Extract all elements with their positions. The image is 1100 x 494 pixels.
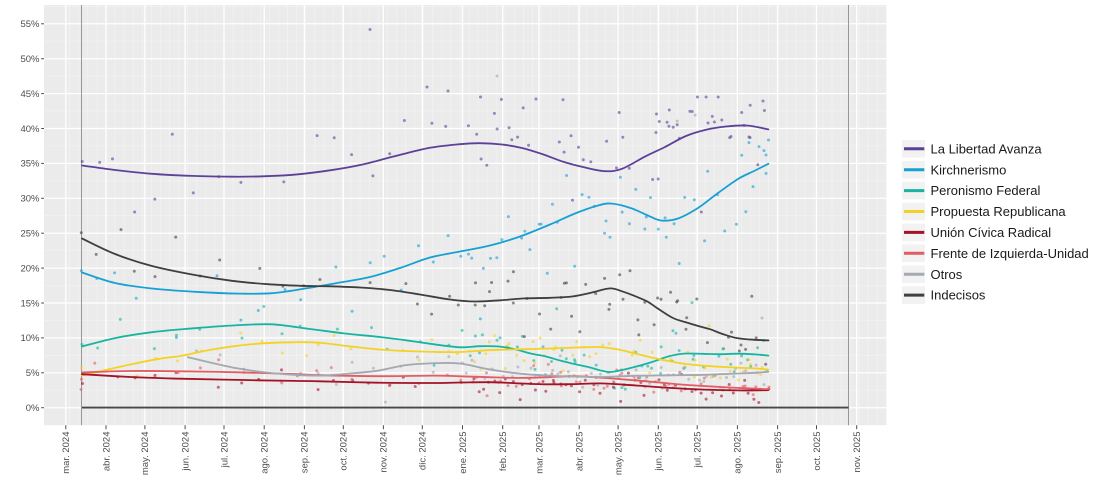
svg-text:La Libertad Avanza: La Libertad Avanza: [931, 141, 1043, 156]
svg-text:may. 2024: may. 2024: [140, 432, 151, 476]
svg-text:0%: 0%: [26, 403, 40, 414]
svg-text:may. 2025: may. 2025: [613, 432, 624, 476]
svg-text:oct. 2024: oct. 2024: [339, 432, 350, 471]
svg-text:abr. 2025: abr. 2025: [575, 432, 586, 472]
svg-text:nov. 2024: nov. 2024: [379, 432, 390, 473]
svg-text:35%: 35%: [20, 159, 40, 170]
svg-text:30%: 30%: [20, 194, 40, 205]
svg-text:Propuesta Republicana: Propuesta Republicana: [931, 204, 1067, 219]
svg-text:feb. 2025: feb. 2025: [498, 432, 509, 472]
svg-text:50%: 50%: [20, 54, 40, 65]
svg-text:20%: 20%: [20, 263, 40, 274]
svg-text:jun. 2024: jun. 2024: [180, 432, 191, 472]
svg-text:mar. 2024: mar. 2024: [61, 432, 72, 474]
svg-text:oct. 2025: oct. 2025: [812, 432, 823, 471]
svg-text:40%: 40%: [20, 124, 40, 135]
svg-text:5%: 5%: [26, 368, 40, 379]
svg-text:25%: 25%: [20, 229, 40, 240]
svg-text:10%: 10%: [20, 333, 40, 344]
svg-text:55%: 55%: [20, 19, 40, 30]
svg-text:jul. 2024: jul. 2024: [219, 432, 230, 469]
svg-text:45%: 45%: [20, 89, 40, 100]
svg-text:Peronismo Federal: Peronismo Federal: [931, 183, 1041, 198]
svg-text:sep. 2025: sep. 2025: [773, 432, 784, 474]
svg-text:sep. 2024: sep. 2024: [300, 432, 311, 474]
svg-text:Unión Cívica Radical: Unión Cívica Radical: [931, 225, 1052, 240]
svg-text:nov. 2025: nov. 2025: [852, 432, 863, 473]
svg-text:Indecisos: Indecisos: [931, 288, 986, 303]
svg-text:15%: 15%: [20, 298, 40, 309]
svg-text:Kirchnerismo: Kirchnerismo: [931, 162, 1007, 177]
svg-text:ene. 2025: ene. 2025: [458, 432, 469, 474]
svg-text:jul. 2025: jul. 2025: [693, 432, 704, 469]
svg-text:Frente de Izquierda-Unidad: Frente de Izquierda-Unidad: [931, 246, 1089, 261]
svg-text:ago. 2024: ago. 2024: [260, 432, 271, 474]
svg-text:mar. 2025: mar. 2025: [534, 432, 545, 474]
svg-text:abr. 2024: abr. 2024: [101, 432, 112, 472]
svg-text:Otros: Otros: [931, 267, 963, 282]
svg-text:jun. 2025: jun. 2025: [654, 432, 665, 472]
svg-text:dic. 2024: dic. 2024: [418, 432, 429, 471]
svg-text:ago. 2025: ago. 2025: [733, 432, 744, 474]
